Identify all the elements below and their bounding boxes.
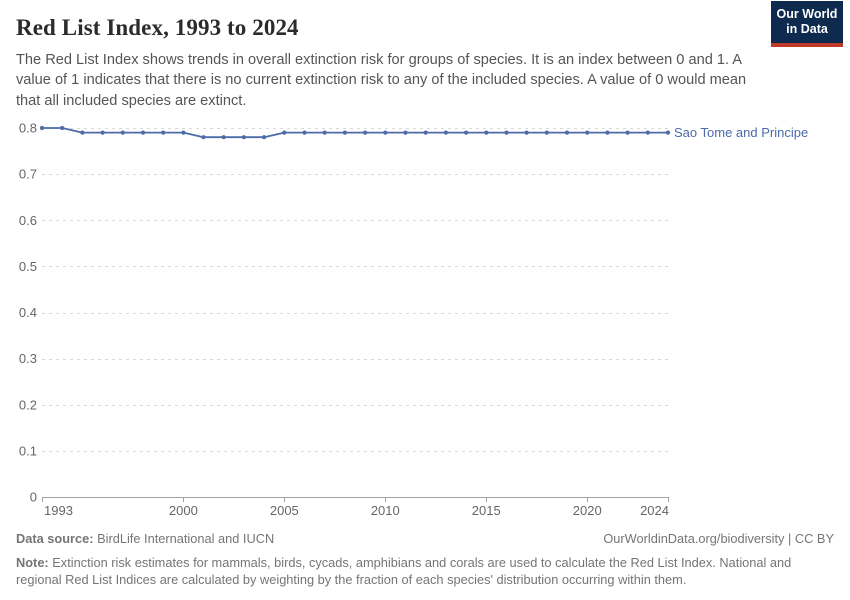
data-point [100,130,105,135]
y-tick-label: 0.3 [19,351,37,366]
note-text: Extinction risk estimates for mammals, b… [16,554,792,587]
chart-header: Red List Index, 1993 to 2024 The Red Lis… [16,14,836,112]
data-point [302,130,307,135]
owid-logo-line1: Our World [776,7,838,21]
series-label-sao-tome-and-principe[interactable]: Sao Tome and Principe [674,125,809,140]
data-point [383,130,388,135]
data-point [181,130,186,135]
data-point [665,130,671,135]
data-source-label: Data source: [16,531,94,546]
y-tick-label: 0.4 [19,305,37,320]
data-point [282,130,287,135]
y-tick-label: 0.8 [19,121,37,136]
data-point [484,130,489,135]
data-point [564,130,570,135]
data-point [403,130,408,135]
data-point [464,130,469,135]
data-point [645,130,650,135]
data-point [39,125,45,131]
y-tick-label: 0.6 [19,213,37,228]
y-tick-label: 0.7 [19,167,37,182]
page-title: Red List Index, 1993 to 2024 [16,15,299,40]
y-tick-label: 0.5 [19,259,37,274]
x-tick-label: 2015 [472,503,501,518]
chart-note: Note: Extinction risk estimates for mamm… [16,554,834,589]
data-point [605,130,610,135]
data-source: Data source: BirdLife International and … [16,531,274,548]
data-source-text: BirdLife International and IUCN [93,531,275,546]
data-point [140,130,146,135]
x-tick-label: 2000 [169,503,198,518]
y-tick-label: 0.1 [19,443,37,458]
data-point [80,130,85,135]
data-point [120,130,125,135]
data-point [363,130,368,135]
data-point [504,130,509,135]
x-tick-label: 2005 [270,503,299,518]
y-tick-label: 0 [30,490,37,505]
x-tick-label: 2010 [371,503,400,518]
y-tick-label: 0.2 [19,397,37,412]
note-label: Note: [16,554,49,570]
data-point [524,130,529,135]
x-tick-label: 2024 [640,503,669,518]
data-point [625,130,630,135]
data-point [201,135,206,140]
chart-footer: Data source: BirdLife International and … [16,531,834,588]
data-point [221,135,226,140]
chart-subtitle: The Red List Index shows trends in overa… [16,51,747,110]
x-tick-label: 2020 [573,503,602,518]
series-line [41,127,669,139]
data-point [60,125,65,131]
data-point [322,130,327,135]
owid-logo-line2: in Data [786,22,828,37]
data-point [443,130,448,135]
license-link[interactable]: OurWorldinData.org/biodiversity | CC BY [603,531,834,546]
data-point [423,130,428,135]
data-point [241,135,246,140]
data-point [161,130,166,135]
x-tick-label: 1993 [44,503,73,518]
data-point [544,130,549,135]
data-point [262,135,267,140]
owid-logo[interactable]: Our World in Data [771,1,843,47]
data-point [342,130,347,135]
data-point [585,130,590,135]
